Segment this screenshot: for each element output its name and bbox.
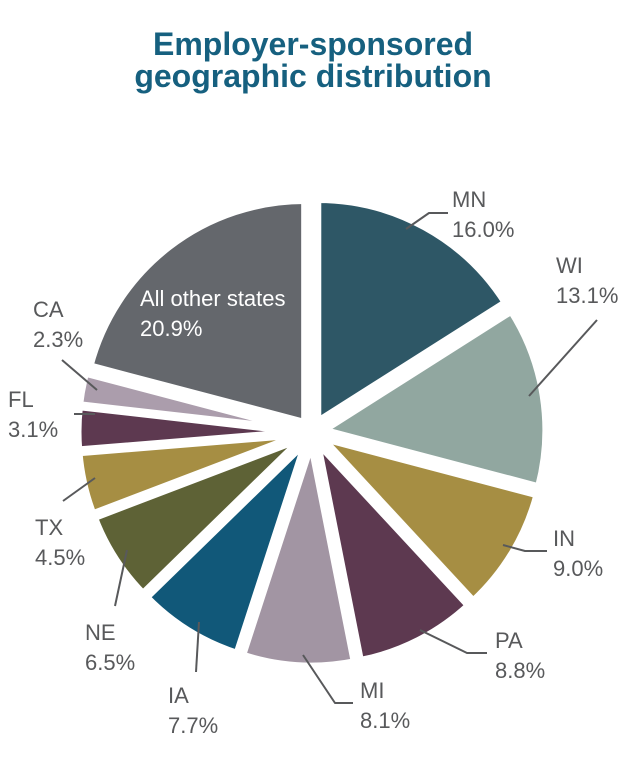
leader-line-mi	[302, 654, 353, 704]
leader-line-pa	[419, 629, 487, 654]
slice-label-ia: IA 7.7%	[168, 683, 218, 738]
pie-slices	[74, 195, 550, 670]
leader-line-ne	[114, 549, 128, 607]
pie-slice-ca	[76, 369, 304, 434]
pie-slice-in	[318, 434, 541, 605]
slice-label-wi: WI 13.1%	[556, 253, 618, 308]
leader-line-wi	[528, 319, 598, 397]
slice-label-value-wi: 13.1%	[556, 283, 618, 308]
leader-line-tx	[62, 477, 96, 502]
slice-label-value-mn: 16.0%	[452, 217, 514, 242]
slice-label-name-tx: TX	[35, 515, 63, 540]
slice-label-pa: PA 8.8%	[495, 628, 545, 683]
leader-line-in	[502, 544, 547, 552]
slice-label-in: IN 9.0%	[553, 526, 603, 581]
pie-slice-ne	[90, 434, 306, 597]
slice-label-value-pa: 8.8%	[495, 658, 545, 683]
leader-lines	[61, 212, 598, 704]
slice-label-value-ca: 2.3%	[33, 327, 83, 352]
slice-label-ca: CA 2.3%	[33, 297, 83, 352]
slice-label-fl: FL 3.1%	[8, 387, 58, 442]
slice-label-value-ne: 6.5%	[85, 650, 135, 675]
pie-slice-mi	[239, 440, 358, 670]
slice-label-mi: MI 8.1%	[360, 678, 410, 733]
slice-label-mn: MN 16.0%	[452, 187, 514, 242]
slice-label-value-tx: 4.5%	[35, 545, 85, 570]
slice-label-value-mi: 8.1%	[360, 708, 410, 733]
slice-label-value-in: 9.0%	[553, 556, 603, 581]
slice-label-value-fl: 3.1%	[8, 417, 58, 442]
leader-line-ia	[195, 621, 200, 673]
slice-label-name-fl: FL	[8, 387, 34, 412]
slice-label-name-ia: IA	[168, 683, 189, 708]
slice-label-name-mi: MI	[360, 678, 384, 703]
leader-line-ca	[61, 359, 98, 391]
slice-label-all-other-states: All other states 20.9%	[140, 286, 286, 341]
slice-label-name-pa: PA	[495, 628, 523, 653]
slice-label-name-wi: WI	[556, 253, 583, 278]
slice-labels: MN 16.0% WI 13.1% IN 9.0% PA 8.8% MI 8.1% IA 7.7% NE…	[8, 187, 618, 738]
slice-label-name-ca: CA	[33, 297, 64, 322]
pie-slice-wi	[320, 307, 550, 491]
leader-line-mn	[405, 212, 448, 230]
slice-label-tx: TX 4.5%	[35, 515, 85, 570]
slice-label-name-mn: MN	[452, 187, 486, 212]
slice-label-name-in: IN	[553, 526, 575, 551]
chart-title-line-1: Employer-sponsored	[153, 26, 473, 62]
chart-title-line-2: geographic distribution	[134, 58, 491, 94]
pie-slice-pa	[313, 439, 472, 664]
slice-label-value-ia: 7.7%	[168, 713, 218, 738]
slice-label-value-all-other-states: 20.9%	[140, 316, 202, 341]
slice-label-name-ne: NE	[85, 620, 116, 645]
slice-label-ne: NE 6.5%	[85, 620, 135, 675]
pie-slice-mn	[314, 195, 509, 425]
pie-slice-all-other-states	[86, 196, 309, 426]
slice-label-name-all-other-states: All other states	[140, 286, 286, 311]
pie-slice-ia	[143, 438, 310, 657]
